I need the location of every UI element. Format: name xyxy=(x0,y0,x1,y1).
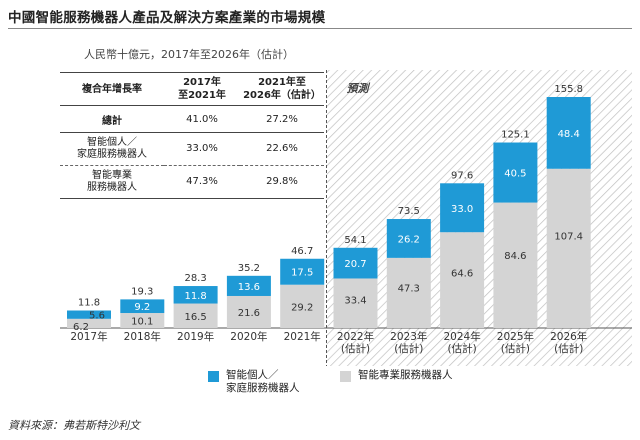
label-home: 26.2 xyxy=(398,234,420,245)
cagr-row-label: 智能個人／ 家庭服務機器人 xyxy=(60,132,164,166)
cagr-row-professional: 智能專業 服務機器人 47.3% 29.8% xyxy=(60,165,324,199)
label-professional: 29.2 xyxy=(291,302,313,313)
label-professional: 33.4 xyxy=(344,295,366,306)
category-label: 2021年 xyxy=(284,330,321,343)
label-home: 48.4 xyxy=(558,129,580,140)
legend-label-professional: 智能專業服務機器人 xyxy=(358,369,453,381)
label-professional: 47.3 xyxy=(398,283,420,294)
label-total: 155.8 xyxy=(554,84,583,95)
label-home: 33.0 xyxy=(451,204,473,215)
title-divider xyxy=(8,28,632,29)
label-home: 11.8 xyxy=(184,291,206,302)
bar-professional xyxy=(333,278,378,328)
label-total: 11.8 xyxy=(78,298,100,309)
cagr-value: 41.0% xyxy=(164,105,240,133)
cagr-row-label: 智能專業 服務機器人 xyxy=(60,165,164,199)
label-professional: 16.5 xyxy=(184,312,206,323)
bar-home xyxy=(440,183,485,233)
category-label: 2023年 xyxy=(390,330,427,343)
bar-professional xyxy=(280,284,325,328)
bar-home xyxy=(67,310,111,319)
cagr-header-label: 複合年增長率 xyxy=(60,72,164,106)
cagr-value: 27.2% xyxy=(240,105,324,133)
unit-label: 人民幣十億元，2017年至2026年（估計） xyxy=(84,48,294,61)
label-total: 19.3 xyxy=(131,286,153,297)
category-label: 2025年 xyxy=(497,330,534,343)
cagr-header-row: 複合年增長率 2017年 至2021年 2021年至 2026年（估計） xyxy=(60,72,324,106)
bar-professional xyxy=(120,313,165,328)
cagr-value: 29.8% xyxy=(240,165,324,199)
category-label: 2024年 xyxy=(443,330,480,343)
bar-home xyxy=(280,258,325,285)
label-total: 46.7 xyxy=(291,246,313,257)
cagr-row-total: 總計 41.0% 27.2% xyxy=(60,105,324,133)
label-professional: 64.6 xyxy=(451,268,473,279)
cagr-value: 47.3% xyxy=(164,165,240,199)
bar-professional xyxy=(386,257,431,328)
bar-professional xyxy=(67,318,111,328)
bar-home xyxy=(546,97,591,169)
bar-professional xyxy=(546,168,591,328)
category-label: 2017年 xyxy=(70,330,107,343)
category-label: (估計) xyxy=(501,342,530,355)
cagr-row-home: 智能個人／ 家庭服務機器人 33.0% 22.6% xyxy=(60,132,324,166)
label-home: 40.5 xyxy=(504,169,526,180)
forecast-label: 預測 xyxy=(347,82,371,95)
label-total: 54.1 xyxy=(344,235,366,246)
label-total: 35.2 xyxy=(238,263,260,274)
label-professional: 6.2 xyxy=(73,322,89,333)
label-home: 13.6 xyxy=(238,282,260,293)
category-label: (估計) xyxy=(447,342,476,355)
bar-home xyxy=(120,299,165,314)
source-note: 資料來源：弗若斯特沙利文 xyxy=(8,419,140,432)
bar-home xyxy=(226,275,271,296)
legend-swatch-home xyxy=(208,371,219,382)
category-label: (估計) xyxy=(394,342,423,355)
bar-professional xyxy=(173,303,218,328)
label-home: 9.2 xyxy=(134,302,150,313)
label-professional: 21.6 xyxy=(238,308,260,319)
legend-label-home: 智能個人／ 家庭服務機器人 xyxy=(226,369,300,394)
label-professional: 107.4 xyxy=(554,232,583,243)
label-home: 20.7 xyxy=(344,259,366,270)
bar-professional xyxy=(226,295,271,328)
bar-home xyxy=(173,286,218,304)
bar-professional xyxy=(493,202,538,328)
category-label: (估計) xyxy=(554,342,583,355)
category-label: (估計) xyxy=(341,342,370,355)
cagr-row-label: 總計 xyxy=(60,105,164,133)
cagr-value: 22.6% xyxy=(240,132,324,166)
cagr-table: 複合年增長率 2017年 至2021年 2021年至 2026年（估計） 總計 41… xyxy=(60,72,324,199)
category-label: 2019年 xyxy=(177,330,214,343)
bar-home xyxy=(386,219,431,258)
category-label: 2022年 xyxy=(337,330,374,343)
label-total: 97.6 xyxy=(451,170,473,181)
label-home: 5.6 xyxy=(89,311,105,322)
cagr-value: 33.0% xyxy=(164,132,240,166)
cagr-header-2021-2026: 2021年至 2026年（估計） xyxy=(240,72,324,106)
label-total: 125.1 xyxy=(501,130,530,141)
label-total: 73.5 xyxy=(398,206,420,217)
label-total: 28.3 xyxy=(184,273,206,284)
category-label: 2026年 xyxy=(550,330,587,343)
label-home: 17.5 xyxy=(291,268,313,279)
bar-professional xyxy=(440,232,485,328)
cagr-header-2017-2021: 2017年 至2021年 xyxy=(164,72,240,106)
label-professional: 10.1 xyxy=(131,317,153,328)
legend-swatch-professional xyxy=(340,371,351,382)
bar-home xyxy=(493,142,538,203)
category-label: 2020年 xyxy=(230,330,267,343)
category-label: 2018年 xyxy=(124,330,161,343)
chart-title: 中國智能服務機器人產品及解決方案產業的市場規模 xyxy=(8,10,326,26)
bar-home xyxy=(333,247,378,279)
label-professional: 84.6 xyxy=(504,251,526,262)
